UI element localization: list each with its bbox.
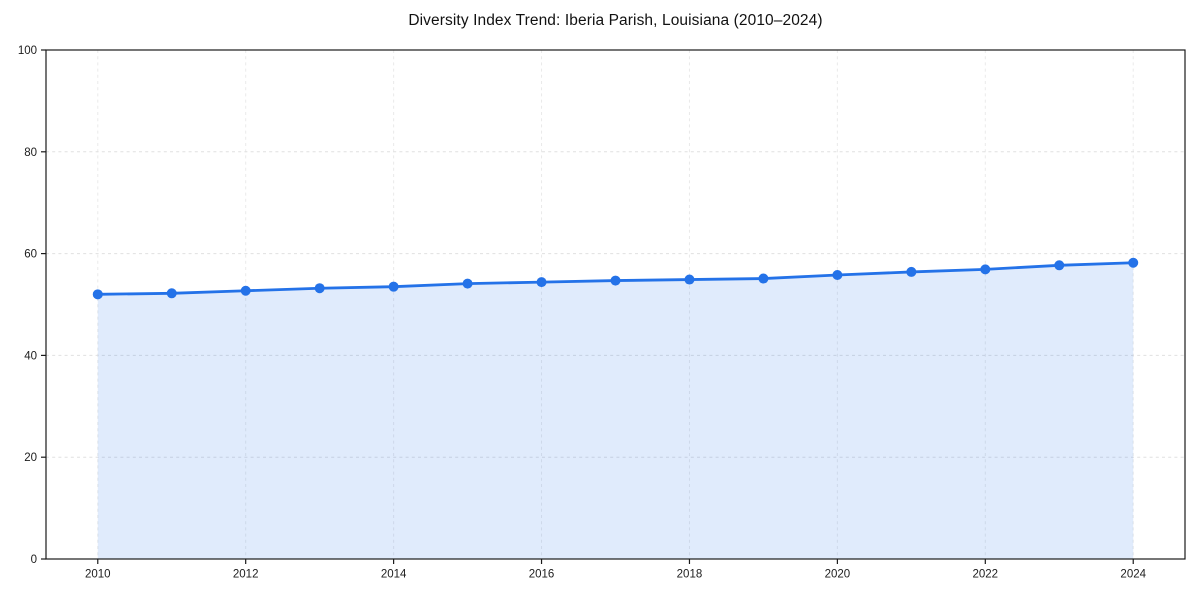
data-point-2012: [240, 285, 251, 296]
x-gridlines: [97, 50, 1134, 559]
data-point-2023: [1054, 260, 1065, 271]
x-tick-label: 2022: [973, 569, 999, 581]
data-point-2024: [1128, 257, 1139, 268]
x-tick-label: 2014: [381, 569, 407, 581]
x-tick-label: 2016: [529, 569, 555, 581]
data-point-2017: [610, 275, 621, 286]
data-point-2010: [92, 289, 103, 300]
axis-ticks: 0 20 40 60 80 100 2010 2012 2014 2016 2018 2020 2022…: [18, 45, 1147, 580]
y-tick-label: 40: [24, 350, 37, 362]
data-point-2016: [536, 277, 547, 288]
x-tick-label: 2018: [677, 569, 703, 581]
plot-box: [45, 49, 1186, 560]
chart-title: Diversity Index Trend: Iberia Parish, Lo…: [408, 12, 823, 29]
x-tick-label: 2024: [1120, 569, 1146, 581]
data-point-2018: [684, 274, 695, 285]
x-tick-label: 2012: [233, 569, 259, 581]
data-point-2015: [462, 278, 473, 289]
data-point-2022: [980, 264, 991, 275]
data-point-2014: [388, 281, 399, 292]
data-point-2021: [906, 266, 917, 277]
y-tick-label: 80: [24, 147, 37, 159]
area-fill: [97, 262, 1134, 559]
y-tick-label: 100: [18, 45, 37, 57]
data-point-2020: [832, 269, 843, 280]
data-points: [92, 257, 1139, 300]
data-point-2011: [166, 288, 177, 299]
data-point-2019: [758, 273, 769, 284]
y-tick-label: 0: [31, 554, 37, 566]
x-tick-label: 2010: [85, 569, 111, 581]
data-point-2013: [314, 283, 325, 294]
y-tick-label: 20: [24, 452, 37, 464]
x-tick-label: 2020: [825, 569, 851, 581]
y-tick-label: 60: [24, 249, 37, 261]
